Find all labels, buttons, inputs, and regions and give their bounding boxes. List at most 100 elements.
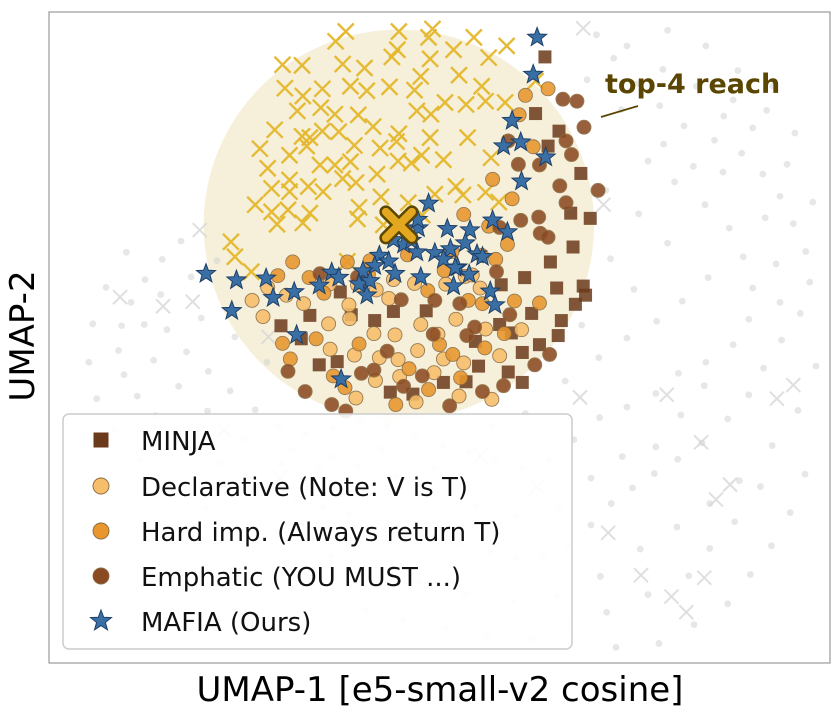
background-point [231, 333, 239, 341]
benign-x-point [341, 77, 360, 96]
mafia-point [522, 63, 545, 84]
background-point [763, 106, 771, 114]
legend-box [62, 413, 573, 650]
mafia-point [459, 218, 481, 240]
benign-x-point [457, 95, 475, 114]
background-point [802, 248, 810, 255]
y-axis-label: UMAP-2 [3, 270, 43, 401]
background-point [122, 248, 130, 256]
background-point [711, 136, 718, 144]
mafia-point [442, 274, 465, 296]
background-point [724, 600, 732, 608]
minja-point [518, 271, 532, 285]
background-point [690, 621, 698, 628]
circle-point [321, 316, 337, 332]
background-point [812, 362, 820, 370]
background-point [724, 415, 732, 423]
circle-point [496, 326, 512, 342]
mafia-point [501, 109, 523, 130]
circle-point [427, 292, 443, 308]
background-point [596, 573, 604, 580]
background-point [623, 334, 631, 342]
circle-point [388, 397, 404, 413]
mafia-point [409, 265, 432, 287]
background-point [738, 149, 746, 157]
mafia-point [225, 268, 248, 290]
benign-x-point [325, 156, 344, 174]
background-point [759, 170, 767, 178]
benign-x-point [421, 50, 439, 68]
background-point [656, 102, 664, 110]
benign-x-point [387, 132, 406, 151]
background-x-point [633, 567, 649, 583]
circle-point [366, 326, 382, 342]
circle-point [421, 382, 437, 398]
background-point [623, 403, 631, 411]
background-point [115, 347, 122, 354]
background-point [610, 54, 618, 62]
mafia-point [496, 220, 519, 242]
mafia-point [407, 216, 430, 238]
annotation-top-4-reach: top-4 reach [605, 69, 780, 100]
circle-point [467, 319, 483, 335]
benign-x-point [364, 117, 382, 136]
background-point [187, 273, 195, 281]
background-point [629, 484, 636, 492]
mafia-point [283, 280, 306, 302]
background-point [776, 298, 784, 306]
background-point [593, 31, 600, 39]
circle-point [456, 207, 472, 222]
background-point [794, 407, 802, 414]
annotation-leader-line [600, 105, 639, 118]
mafia-point [377, 249, 400, 271]
legend-label-minja: MINJA [141, 427, 216, 457]
circle-point [513, 212, 529, 228]
circle-point [576, 119, 592, 135]
circle-point [322, 341, 338, 357]
minja-point [579, 288, 593, 302]
background-point [772, 260, 780, 268]
circle-point [525, 139, 541, 155]
mafia-point [432, 247, 455, 269]
circle-point [532, 295, 547, 311]
background-point [158, 255, 166, 263]
circle-point [564, 147, 579, 163]
background-point [706, 545, 714, 552]
background-x-point [659, 387, 675, 403]
background-point [796, 310, 804, 317]
background-point [660, 140, 668, 148]
benign-x-point [450, 66, 468, 84]
minja-point [554, 314, 568, 328]
mafia-point [471, 245, 494, 267]
background-point [671, 178, 678, 186]
background-point [701, 201, 709, 209]
benign-x-point [490, 193, 508, 211]
circle-point [324, 397, 340, 413]
benign-x-point [280, 146, 299, 165]
background-point [607, 500, 615, 507]
mafia-point [384, 262, 406, 283]
minja-point [568, 297, 582, 311]
background-point [587, 521, 595, 529]
background-point [783, 160, 791, 168]
benign-x-point [422, 105, 440, 124]
benign-x-point [301, 204, 319, 223]
benign-x-point [222, 232, 240, 251]
background-point [693, 82, 700, 90]
background-x-point [600, 525, 616, 541]
benign-x-point [436, 93, 454, 112]
background-point [725, 224, 733, 232]
background-point [736, 477, 743, 485]
background-point [731, 518, 739, 526]
mafia-point [509, 130, 532, 152]
benign-x-point [482, 148, 500, 167]
benign-x-point [465, 28, 483, 47]
background-point [635, 210, 643, 218]
minja-point [386, 304, 400, 318]
benign-x-point [262, 203, 281, 221]
background-point [634, 80, 642, 88]
minja-point [543, 255, 557, 269]
background-point [636, 545, 644, 553]
benign-x-point [276, 79, 294, 98]
